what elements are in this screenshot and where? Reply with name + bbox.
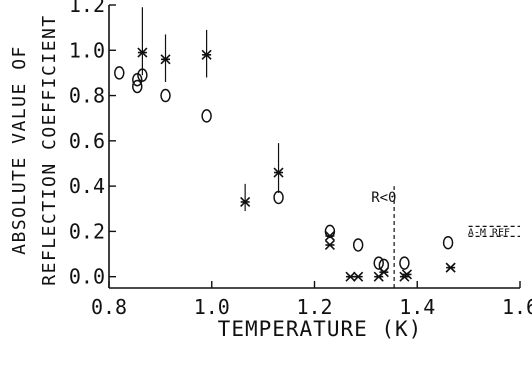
- circle-point: [399, 256, 410, 270]
- x-axis-label: TEMPERATURE (K): [218, 317, 423, 341]
- circle-point: [324, 224, 336, 239]
- cross-point: [160, 34, 171, 82]
- x-tick-label: 1.6: [502, 295, 532, 319]
- y-tick-label: 0.2: [69, 219, 105, 243]
- circle-point: [352, 238, 364, 252]
- cross-point: [378, 267, 389, 278]
- x-tick-label: 0.8: [91, 295, 127, 319]
- circle-point: [160, 88, 171, 103]
- annotation-r-less-than-zero: R<0: [371, 190, 396, 206]
- x-tick-label: 1.0: [194, 295, 230, 319]
- cross-point: [353, 271, 364, 282]
- circle-point: [132, 72, 143, 87]
- x-ticks: 0.8 1.0 1.2 1.4 1.6: [91, 281, 532, 319]
- cross-point: [324, 239, 335, 251]
- circle-point: [114, 66, 125, 80]
- circle-point: [373, 256, 384, 270]
- annotations: R<0 A-M REF: [371, 190, 510, 238]
- circle-point: [132, 79, 143, 94]
- annotation-am-ref: A-M REF: [468, 227, 510, 238]
- circle-point: [273, 190, 284, 205]
- y-tick-label: 0.8: [69, 84, 105, 108]
- cross-point: [445, 262, 456, 273]
- y-tick-label: 0.6: [69, 129, 105, 153]
- y-axis-label-line-1: ABSOLUTE VALUE OF: [9, 45, 30, 255]
- cross-point: [401, 269, 413, 280]
- cross-point: [201, 29, 212, 78]
- cross-point: [345, 271, 356, 282]
- cross-point: [137, 7, 148, 76]
- circle-point: [201, 109, 212, 123]
- cross-point: [240, 183, 251, 212]
- y-tick-label: 0.4: [69, 174, 105, 198]
- x-tick-label: 1.4: [399, 295, 435, 319]
- data-marks: [114, 7, 456, 282]
- cross-point: [324, 230, 335, 241]
- cross-point: [273, 143, 284, 193]
- circle-point: [442, 235, 454, 250]
- y-tick-label: 0.0: [69, 265, 105, 289]
- reference-lines: [393, 186, 520, 288]
- y-axis-label: ABSOLUTE VALUE OF REFLECTION COEFFICIENT: [9, 14, 60, 285]
- y-tick-label: 1.0: [69, 38, 105, 62]
- x-tick-label: 1.2: [296, 295, 332, 319]
- axes: [108, 5, 520, 289]
- y-axis-label-line-2: REFLECTION COEFFICIENT: [39, 14, 60, 285]
- y-ticks: 0.0 0.2 0.4 0.6 0.8 1.0 1.2: [69, 0, 116, 289]
- y-tick-label: 1.2: [69, 0, 105, 17]
